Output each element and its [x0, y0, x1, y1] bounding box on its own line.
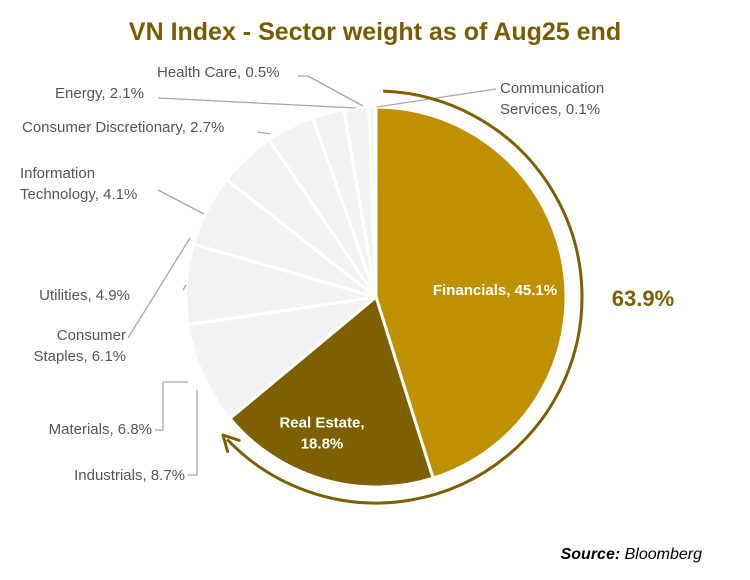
highlight-arc-arrowhead	[221, 433, 241, 453]
source-value: Bloomberg	[624, 546, 702, 563]
slice-label-financials: Financials, 45.1%	[433, 282, 557, 299]
slice-label-information-technology-line-1: Information	[20, 165, 95, 182]
source-note: Source: Bloomberg	[561, 546, 702, 564]
pie-slice-financials	[374, 105, 568, 480]
slice-label-consumer-staples-line-2: Staples, 6.1%	[33, 348, 126, 365]
leader-line-energy	[157, 97, 357, 109]
leader-line-information-technology	[157, 189, 205, 215]
pie-slices	[184, 105, 568, 489]
slice-label-utilities: Utilities, 4.9%	[39, 287, 130, 304]
leader-line-communication-services	[376, 88, 497, 108]
pie-slice-communication-services	[373, 105, 378, 299]
leader-line-industrials	[188, 390, 198, 476]
slice-label-materials: Materials, 6.8%	[49, 421, 152, 438]
pie-slice-industrials	[186, 295, 378, 420]
slice-label-health-care: Health Care, 0.5%	[157, 64, 280, 81]
slice-label-information-technology-line-2: Technology, 4.1%	[20, 186, 137, 203]
slice-label-consumer-discretionary: Consumer Discretionary, 2.7%	[22, 119, 224, 136]
leader-line-utilities	[182, 284, 187, 291]
highlight-total-label: 63.9%	[612, 286, 674, 311]
slice-label-consumer-staples-line-1: Consumer	[57, 327, 126, 344]
slice-labels: Financials, 45.1% Real Estate, 18.8% Indust…	[20, 64, 604, 484]
leader-line-materials	[155, 381, 188, 431]
slice-label-real-estate-line-2: 18.8%	[301, 436, 344, 453]
leader-line-consumer-discretionary	[257, 131, 271, 135]
highlight-arc: 63.9%	[221, 89, 674, 505]
leader-lines	[127, 75, 497, 476]
pie-slice-real-estate	[228, 295, 435, 489]
leader-line-health-care	[298, 75, 364, 107]
source-label: Source:	[560, 546, 621, 563]
slice-label-energy: Energy, 2.1%	[55, 85, 144, 102]
slice-label-industrials: Industrials, 8.7%	[74, 467, 185, 484]
slice-label-communication-services-line-1: Communication	[500, 80, 604, 97]
slice-label-communication-services-line-2: Services, 0.1%	[500, 101, 600, 118]
highlight-arc-path	[226, 89, 584, 505]
chart-title: VN Index - Sector weight as of Aug25 end	[128, 18, 622, 46]
slice-label-real-estate-line-1: Real Estate,	[279, 415, 364, 432]
leader-line-consumer-staples	[127, 237, 191, 339]
